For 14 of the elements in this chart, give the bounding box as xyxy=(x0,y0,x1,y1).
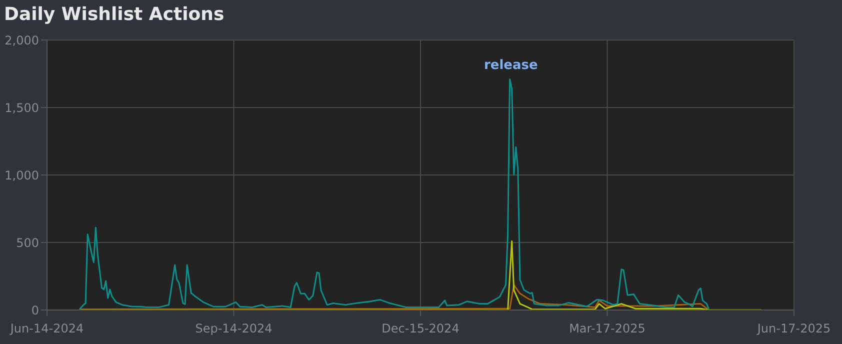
x-tick-label: Jun-17-2025 xyxy=(756,322,831,336)
x-tick-label: Jun-14-2024 xyxy=(9,322,84,336)
x-tick-label: Mar-17-2025 xyxy=(569,322,646,336)
annotation: release xyxy=(484,58,538,73)
x-tick-label: Dec-15-2024 xyxy=(382,322,460,336)
chart-title: Daily Wishlist Actions xyxy=(3,3,226,27)
y-tick-label: 2,000 xyxy=(4,33,39,48)
y-tick-label: 500 xyxy=(16,236,39,250)
y-tick-label: 1,500 xyxy=(4,100,39,115)
line-series xyxy=(78,284,710,310)
line-series xyxy=(78,78,710,310)
y-tick-label: 1,000 xyxy=(4,168,39,182)
y-tick-label: 0 xyxy=(31,303,39,318)
x-tick-label: Sep-14-2024 xyxy=(195,322,272,336)
